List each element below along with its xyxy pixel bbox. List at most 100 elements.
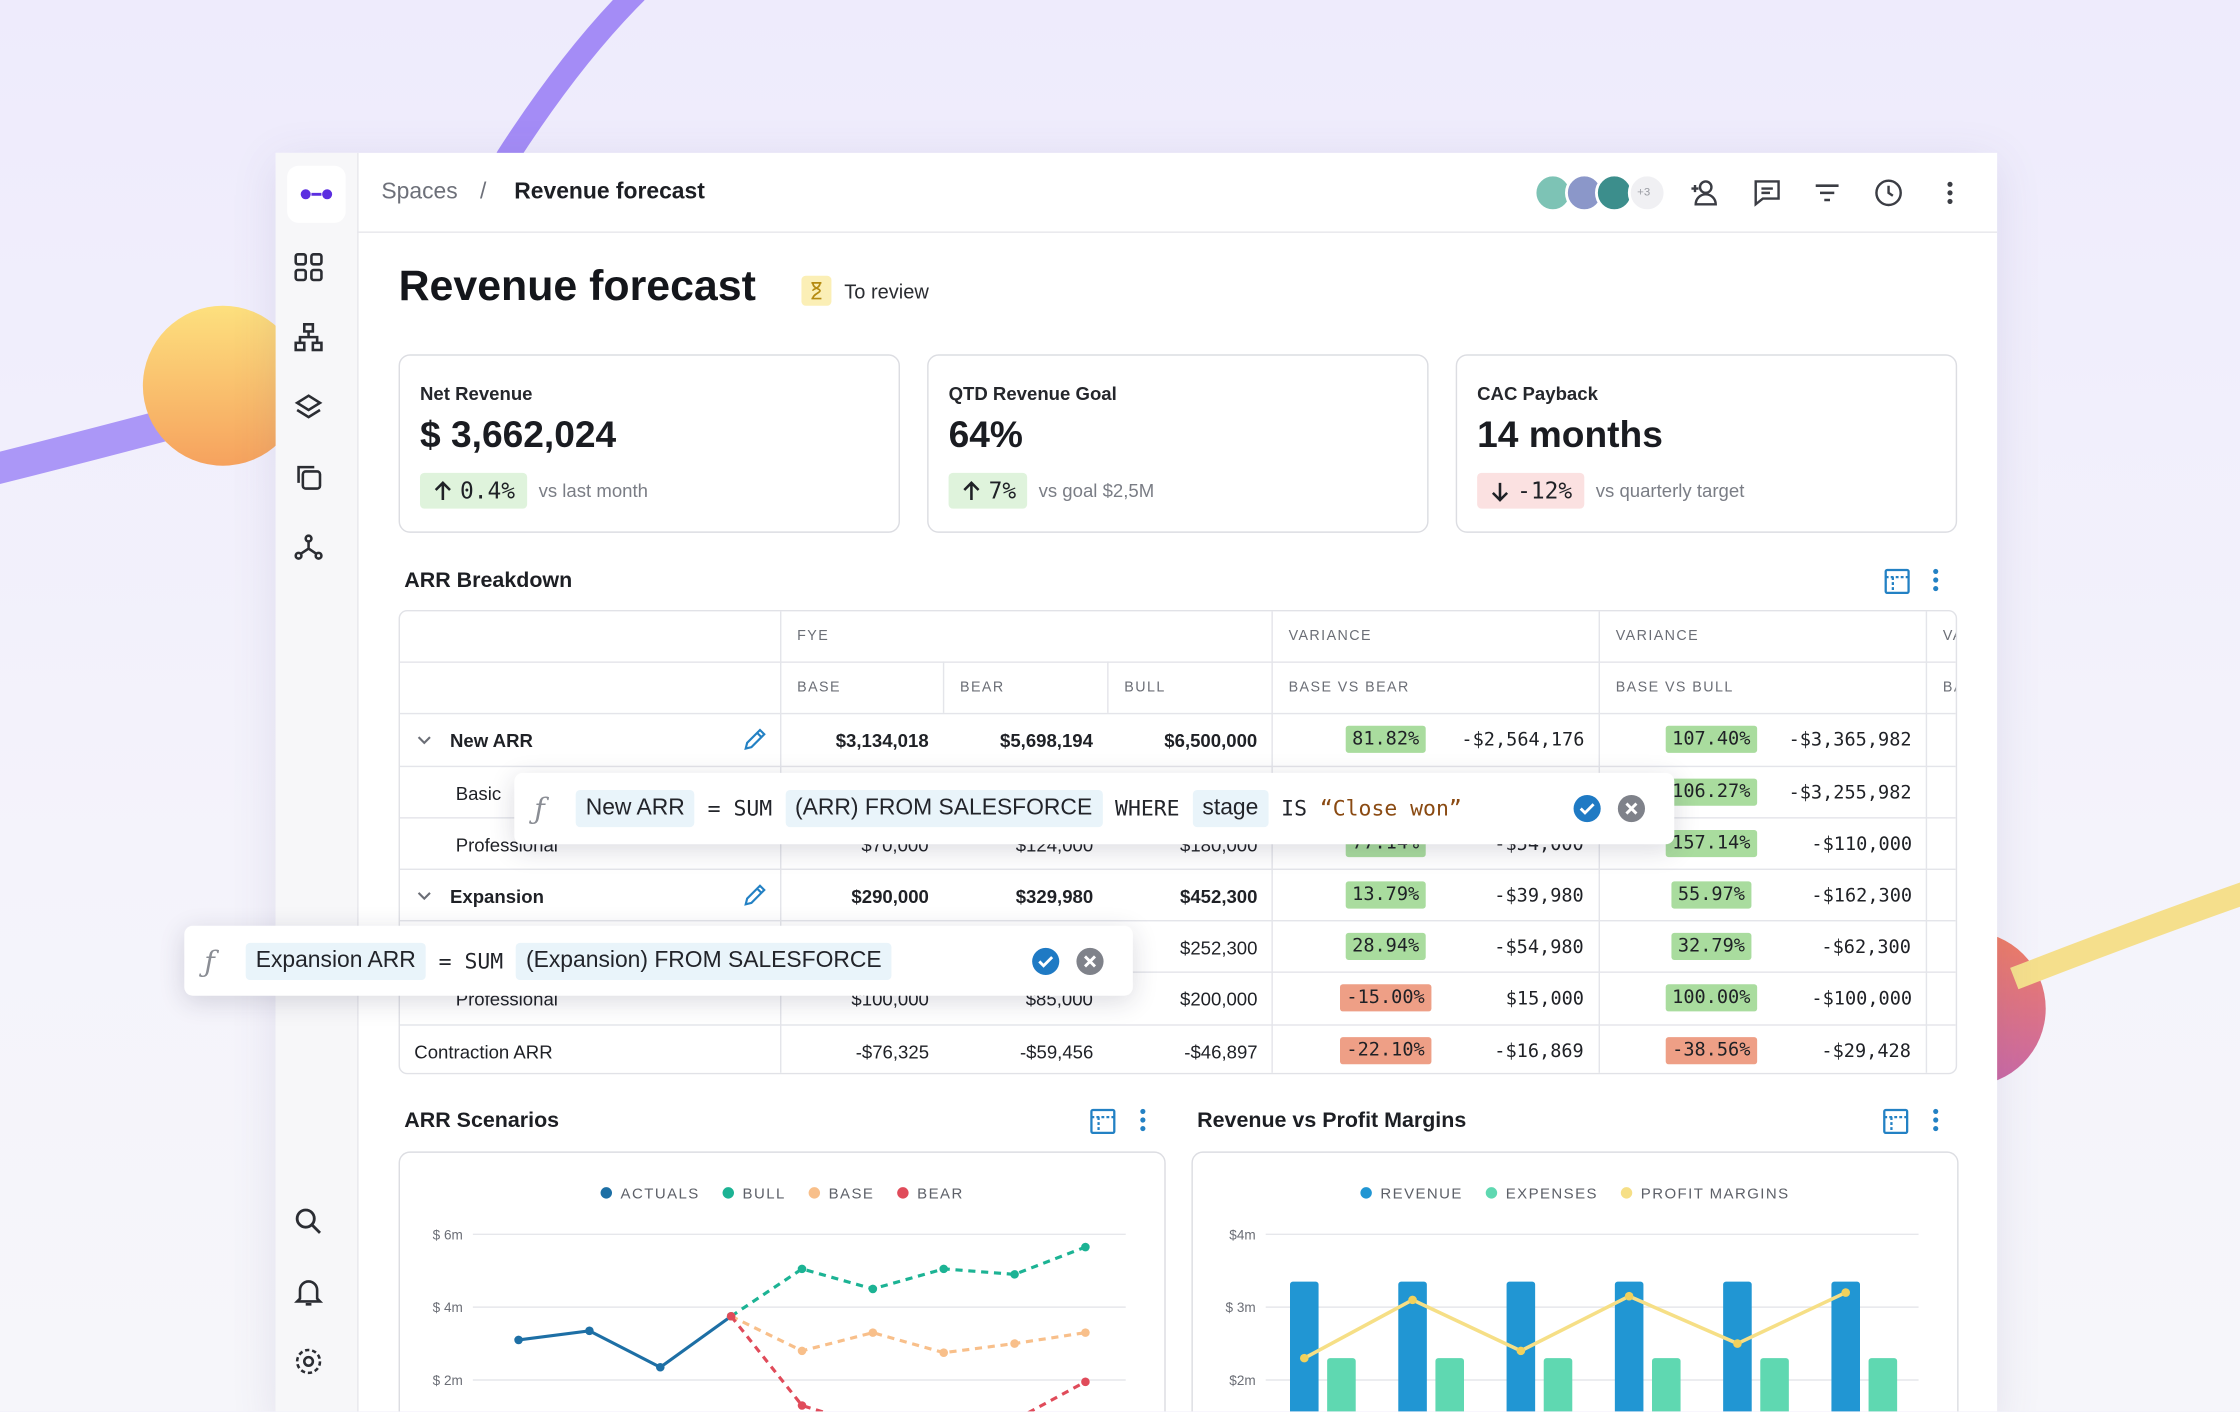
column-header: BA [1942,679,1956,696]
cell-value: $290,000 [851,885,929,908]
nav-dashboard[interactable] [293,251,324,282]
arrow [434,481,451,500]
y-tick-label: $ 4m [433,1300,463,1315]
bar [1760,1358,1789,1412]
data-point [797,1264,807,1274]
bar [1652,1358,1681,1412]
section-title: ARR Breakdown [404,568,573,593]
collaborators-more[interactable]: +3 [1637,185,1651,199]
data-point [726,1311,736,1321]
chart-plot: ACTUALS BULL BASE BEAR $ 6m $ 4m $ 2m [433,1186,1126,1412]
collaborator-avatars[interactable] [1533,173,1669,213]
cell-value: -$59,456 [1019,1041,1094,1063]
breadcrumb-current: Revenue forecast [514,179,705,205]
arrow [1491,482,1509,502]
data-point [1624,1291,1634,1301]
more-dot [1140,1125,1146,1132]
table-view-button[interactable] [1883,567,1912,596]
view-icon [1090,1108,1116,1134]
kpi-card: Net Revenue $ 3,662,024 0.4% vs last month [398,354,900,533]
chart-actions[interactable] [1881,1107,1950,1136]
cell-value: -$100,000 [1811,988,1913,1010]
formula-string: “Close won” [1319,795,1462,822]
column-group-header: VARIANCE [1615,628,1700,645]
data-point [939,1264,948,1274]
data-point [1408,1295,1417,1305]
formula-actions[interactable] [1571,793,1657,824]
nav-search[interactable] [293,1206,324,1237]
chart-actions[interactable] [1089,1107,1158,1136]
column-group-header: FYE [797,628,830,645]
page-title: Revenue forecast [398,262,756,310]
formula-keyword: IS [1281,795,1307,822]
variance-badge: 107.40% [1664,725,1758,753]
nav-hierarchy[interactable] [293,321,324,352]
kpi-change: 7% [948,472,1028,509]
legend-item: BEAR [897,1186,962,1203]
cell-value: $452,300 [1179,885,1258,908]
legend-label: PROFIT MARGINS [1641,1186,1790,1203]
legend-item: BULL [722,1186,784,1203]
legend-label: ACTUALS [621,1186,700,1203]
formula-popup: ƒ New ARR = SUM (ARR) FROM SALESFORCE WHERE s… [514,772,1675,845]
breadcrumb-root[interactable]: Spaces [381,179,458,205]
table-border [399,661,1956,663]
legend-swatch [1485,1187,1498,1199]
row-border [399,765,1956,768]
table-more-button[interactable] [1921,567,1950,596]
data-point [585,1326,594,1336]
column-header: BEAR [959,679,1005,696]
formula-popup: ƒ Expansion ARR = SUM (Expansion) FROM SALE… [184,925,1133,996]
edit-formula-button[interactable] [741,727,767,753]
legend: REVENUE EXPENSES PROFIT MARGINS [1360,1186,1790,1203]
more-button[interactable] [1934,177,1965,208]
row-label: Contraction ARR [414,1041,553,1063]
chart-title: Revenue vs Profit Margins [1197,1108,1467,1133]
chart-card: ACTUALS BULL BASE BEAR $ 6m $ 4m $ 2m [398,1151,1166,1412]
nav-settings[interactable] [293,1346,324,1377]
kpi-card: CAC Payback 14 months -12% vs quarterly tar… [1455,354,1958,533]
legend-swatch [1360,1187,1372,1199]
variance-badge: 13.79% [1344,881,1427,909]
status-label[interactable]: To review [844,279,929,303]
nav-network[interactable] [293,531,324,562]
data-point [1081,1377,1090,1387]
expand-toggle[interactable] [416,731,433,748]
trend-arrow [1491,482,1509,502]
formula-target[interactable]: New ARR [575,789,695,828]
chart-title: ARR Scenarios [404,1108,560,1133]
formula-actions[interactable] [1030,945,1116,976]
cell-value: -$54,980 [1494,937,1584,959]
kpi-label: Net Revenue [419,382,533,405]
invite-button[interactable] [1689,177,1720,208]
cell-value: $3,134,018 [835,729,929,752]
row-label: New ARR [449,729,533,752]
more-dot [1140,1117,1146,1123]
formula-target[interactable]: Expansion ARR [245,942,426,980]
arrow [963,481,980,500]
row-border [399,919,1956,922]
logo[interactable] [287,165,346,223]
kpi-card: QTD Revenue Goal 64% 7% vs goal $2,5M [927,354,1429,533]
history-button[interactable] [1873,177,1904,208]
nav-copies[interactable] [293,461,324,492]
nav-notifications[interactable] [293,1276,324,1307]
kpi-value: 14 months [1477,412,1663,456]
variance-badge: 81.82% [1344,725,1427,753]
table-border [1925,611,1928,1073]
row-border [399,1024,1956,1026]
legend-swatch [600,1187,613,1199]
nav-layers[interactable] [293,391,324,422]
formula-source[interactable]: (ARR) FROM SALESFORCE [785,789,1103,828]
comments-button[interactable] [1751,177,1782,208]
formula-icon: ƒ [204,943,215,978]
expand-toggle[interactable] [416,887,433,904]
formula-source[interactable]: (Expansion) FROM SALESFORCE [516,942,892,980]
legend-swatch [722,1187,734,1199]
cell-value: -$62,300 [1821,937,1911,959]
y-tick-label: $ 2m [433,1373,463,1388]
formula-field[interactable]: stage [1192,789,1269,828]
edit-formula-button[interactable] [741,883,767,909]
filter-button[interactable] [1811,177,1842,208]
cell-value: $200,000 [1179,988,1258,1010]
